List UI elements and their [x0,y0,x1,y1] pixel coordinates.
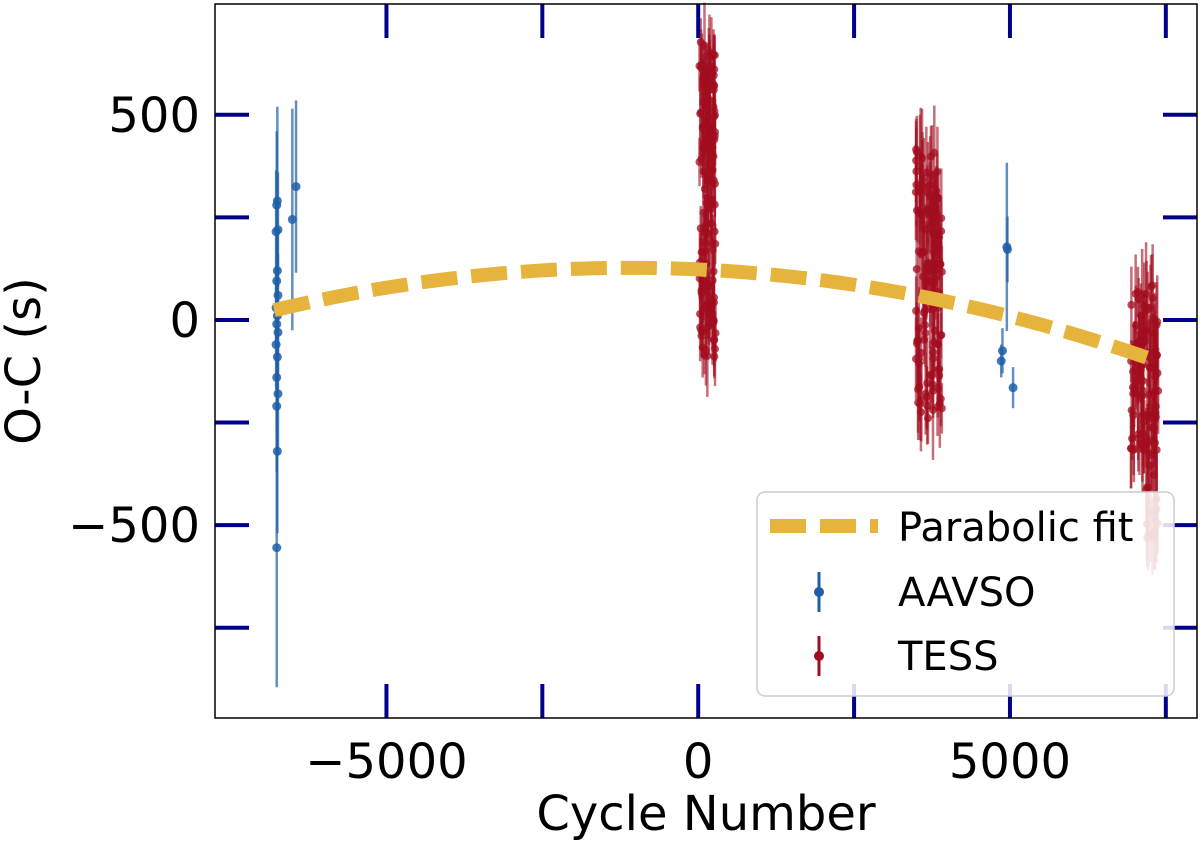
tess-point [928,405,937,414]
tess-point [711,128,720,137]
tess-point [912,265,921,274]
tess-point [708,298,717,307]
tess-point [1129,444,1138,453]
tess-point [697,154,706,163]
y-tick-label: 500 [108,88,200,144]
legend-aavso-swatch [814,572,824,612]
tess-point [696,323,705,332]
legend-aavso-dot [814,587,824,597]
tess-point [1148,451,1157,460]
tess-point [923,259,932,268]
tess-point [710,179,719,188]
tess-point [1143,438,1152,447]
y-tick-label: −500 [68,498,200,554]
tess-point [926,181,935,190]
legend: Parabolic fit AAVSO TESS [756,491,1175,697]
tess-point [926,304,935,313]
tess-point [922,392,931,401]
tess-point [916,152,925,161]
axis-ticks [215,4,1197,718]
aavso-point [272,543,282,553]
x-tick-label: −5000 [305,734,467,790]
aavso-point [1008,383,1018,393]
y-axis-label: O-C (s) [0,277,52,445]
aavso-series [271,100,1018,688]
tess-series [695,2,1163,575]
aavso-point [1002,244,1012,254]
tess-point [1143,482,1152,491]
tess-point [1145,390,1154,399]
tess-point [697,63,706,72]
tess-point [1129,411,1138,420]
tess-point [1131,321,1140,330]
tess-point [710,81,719,90]
tess-point [1138,391,1147,400]
tess-point [1148,281,1157,290]
y-tick-labels: −500 0 500 [68,88,200,554]
legend-tess-dot [814,651,824,661]
legend-label-aavso: AAVSO [898,570,1036,616]
tess-point [705,47,714,56]
x-axis-label: Cycle Number [536,786,876,842]
tess-point [929,230,938,239]
y-tick-label: 0 [169,293,200,349]
tess-point [1150,410,1159,419]
tess-point [1143,303,1152,312]
aavso-point [996,356,1006,366]
legend-tess-swatch [814,636,824,676]
tess-point [703,131,712,140]
tess-point [930,337,939,346]
x-tick-label: 0 [683,734,714,790]
tess-point [935,399,944,408]
plot-frame [214,3,1198,719]
tess-point [914,385,923,394]
tess-point [1130,384,1139,393]
tess-point [704,230,713,239]
tess-point [697,331,706,340]
legend-box [756,491,1175,697]
tess-point [1151,402,1160,411]
tess-point [937,214,946,223]
parabolic-fit-line [272,260,1150,365]
aavso-point [287,214,297,224]
tess-point [1127,300,1136,309]
x-tick-labels: −5000 0 5000 [305,734,1071,790]
tess-point [703,97,712,106]
aavso-point [291,182,301,192]
legend-label-fit: Parabolic fit [898,505,1133,551]
x-tick-label: 5000 [949,734,1071,790]
tess-point [924,414,933,423]
tess-point [704,308,713,317]
tess-point [919,308,928,317]
tess-point [708,246,717,255]
tess-point [707,148,716,157]
legend-label-tess: TESS [897,634,999,680]
tess-point [703,281,712,290]
